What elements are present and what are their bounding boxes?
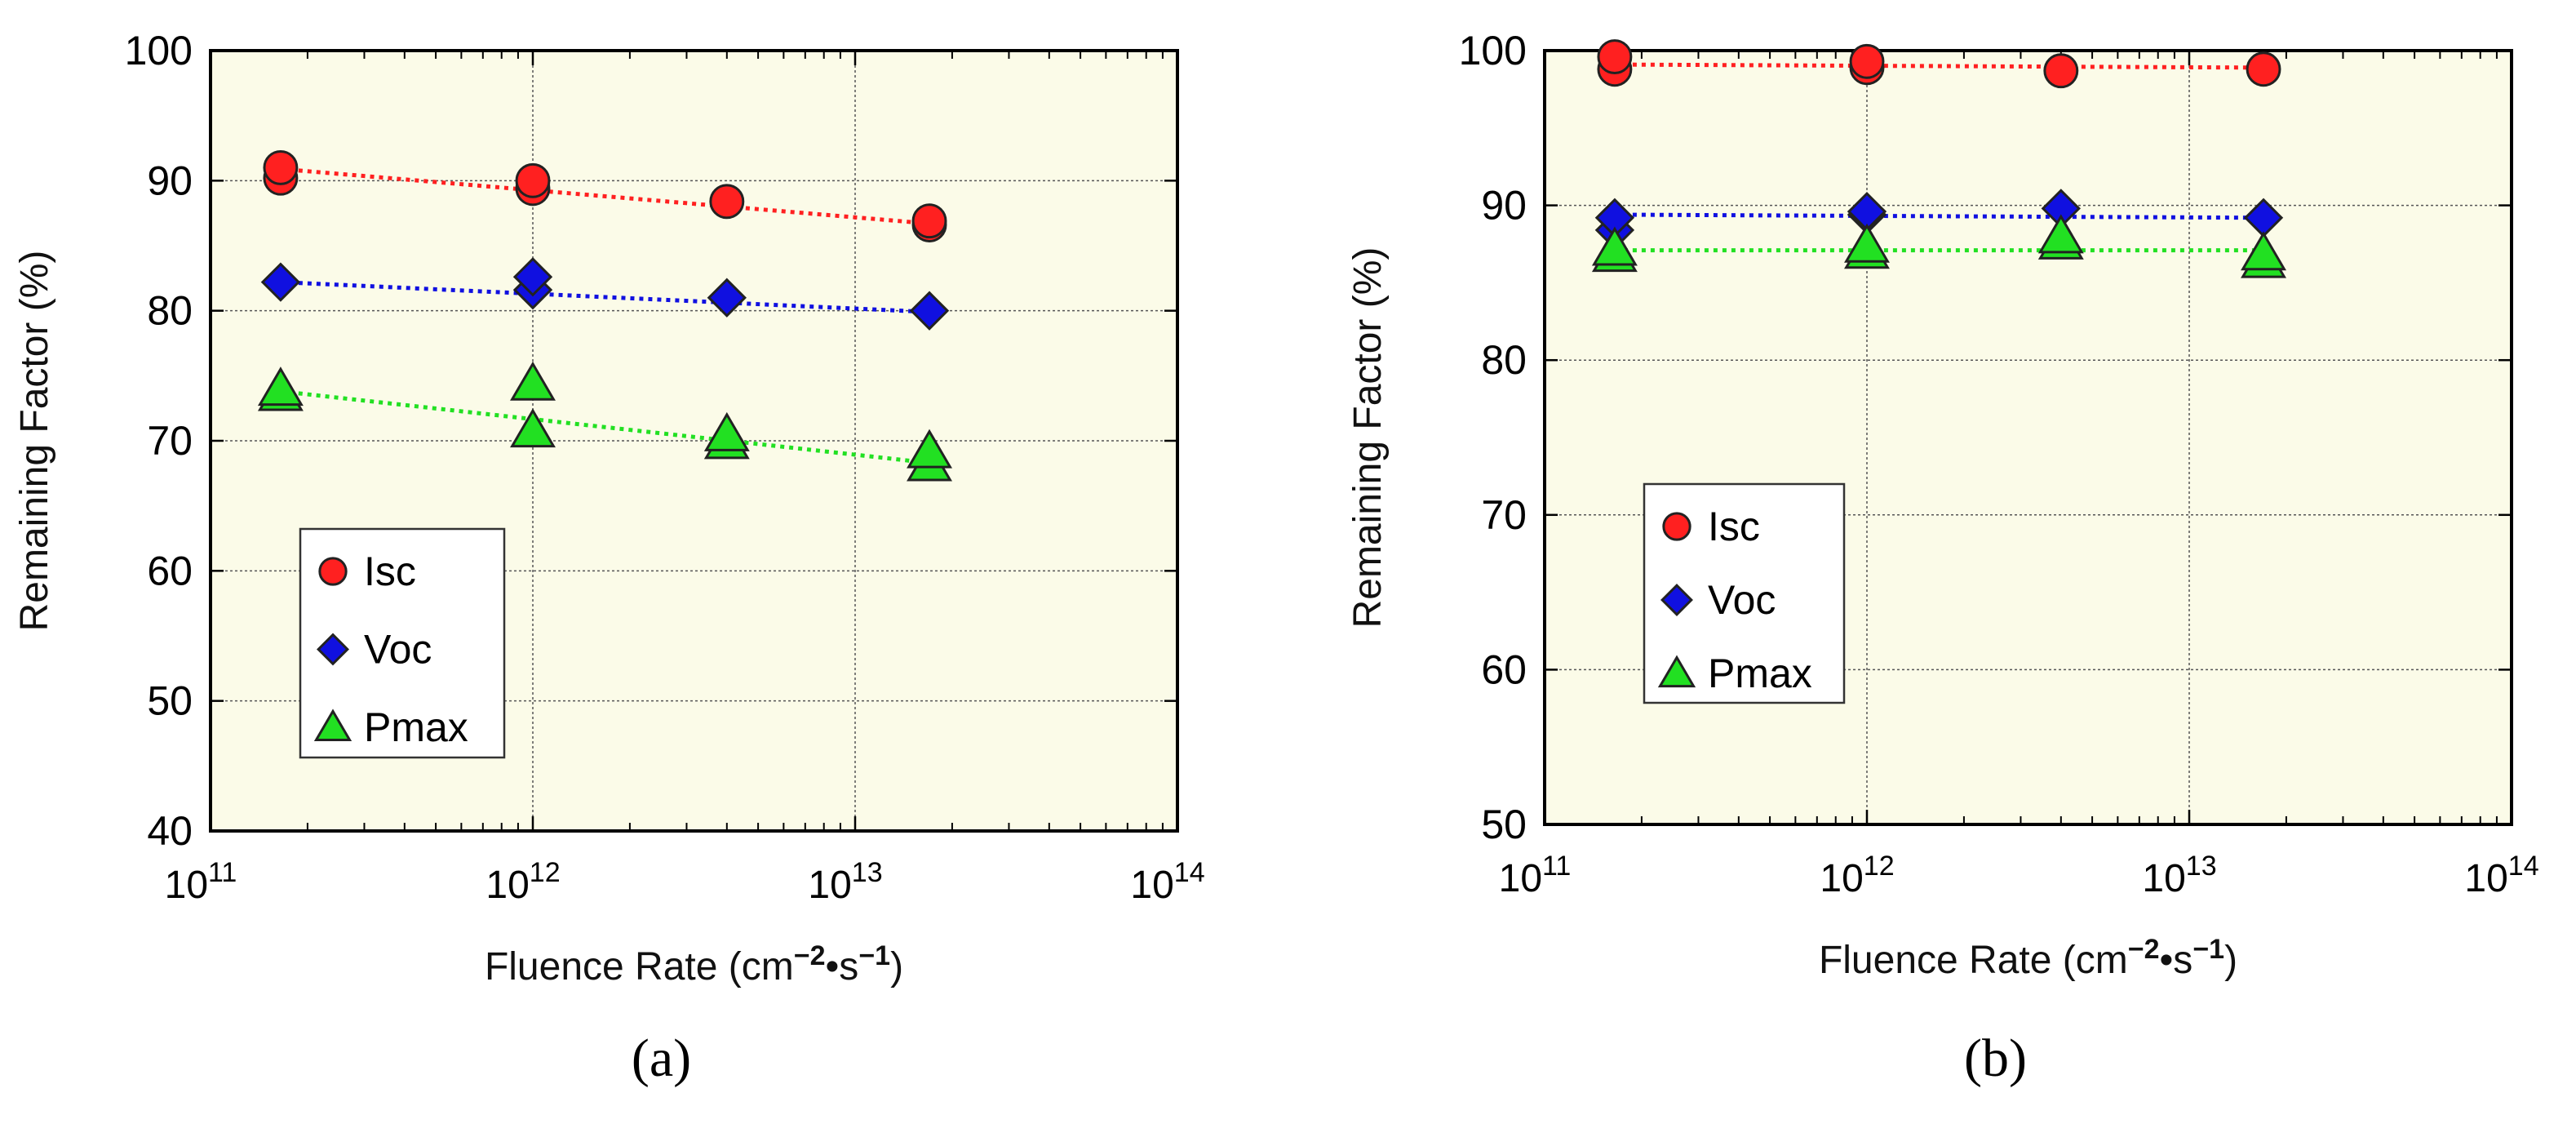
chart-panel-a: 40 50 60 70 80 90 100 1011 1012 1013 1014 Remaining… bbox=[13, 28, 1205, 1088]
data-point-pmax bbox=[907, 429, 952, 469]
data-point-pmax bbox=[1844, 223, 1890, 263]
y-tick-label: 90 bbox=[1481, 183, 1527, 229]
data-point-isc bbox=[2246, 51, 2281, 87]
plot-frame bbox=[209, 49, 1179, 833]
legend-label-voc: Voc bbox=[364, 626, 432, 672]
y-tick-label: 80 bbox=[1481, 337, 1527, 383]
trend-line-voc bbox=[1614, 212, 2264, 220]
legend-marker-isc bbox=[318, 557, 348, 586]
x-tick-label: 1011 bbox=[1499, 851, 1572, 900]
data-point-voc bbox=[707, 278, 747, 318]
legend-label-voc: Voc bbox=[1708, 577, 1776, 623]
trend-line-voc bbox=[280, 280, 930, 314]
data-point-isc bbox=[709, 184, 745, 220]
data-point-isc bbox=[2043, 53, 2079, 89]
x-tick-label: 1014 bbox=[2464, 851, 2538, 900]
y-tick-label: 50 bbox=[1481, 802, 1527, 847]
trend-line-isc bbox=[1614, 62, 2264, 70]
y-tick-label: 70 bbox=[1481, 492, 1527, 538]
y-tick-label: 60 bbox=[147, 548, 193, 593]
legend-marker-pmax bbox=[313, 709, 352, 742]
data-point-voc bbox=[909, 291, 950, 331]
plot-area bbox=[1545, 51, 2512, 824]
trend-line-isc bbox=[280, 167, 930, 226]
legend-label-isc: Isc bbox=[1708, 504, 1760, 549]
data-point-isc bbox=[911, 203, 947, 239]
y-tick-label: 70 bbox=[147, 418, 193, 464]
y-axis-label: Remaining Factor (%) bbox=[13, 251, 56, 632]
x-tick-label: 1013 bbox=[808, 857, 882, 907]
y-tick-label: 100 bbox=[1459, 28, 1527, 73]
y-tick-label: 80 bbox=[147, 288, 193, 334]
y-tick-label: 40 bbox=[147, 808, 193, 854]
x-axis-label: Fluence Rate (cm−2•s−1) bbox=[485, 940, 903, 988]
y-tick-label: 60 bbox=[1481, 646, 1527, 692]
x-tick-label: 1014 bbox=[1130, 857, 1204, 907]
data-point-pmax bbox=[257, 367, 304, 407]
data-point-pmax bbox=[510, 361, 556, 401]
legend-label-pmax: Pmax bbox=[1708, 651, 1812, 696]
legend-label-isc: Isc bbox=[364, 549, 416, 594]
x-axis-label: Fluence Rate (cm−2•s−1) bbox=[1819, 934, 2237, 982]
x-tick-label: 1011 bbox=[165, 857, 237, 907]
data-point-voc bbox=[512, 257, 553, 297]
chart-panel-b: 50 60 70 80 90 100 1011 1012 1013 1014 Remaining F… bbox=[1346, 28, 2539, 1088]
x-tick-label: 1013 bbox=[2142, 851, 2216, 900]
plot-frame bbox=[1543, 49, 2513, 826]
legend-marker-voc bbox=[317, 633, 349, 666]
data-point-pmax bbox=[1591, 226, 1638, 266]
data-point-isc bbox=[1849, 43, 1885, 79]
panel-label: (b) bbox=[1964, 1028, 2027, 1088]
data-point-pmax bbox=[510, 408, 556, 448]
panel-label: (a) bbox=[632, 1028, 691, 1088]
trend-line-pmax bbox=[280, 389, 930, 465]
data-point-pmax bbox=[2241, 231, 2286, 271]
x-tick-label: 1012 bbox=[1820, 851, 1894, 900]
y-tick-label: 100 bbox=[125, 28, 193, 73]
data-point-isc bbox=[515, 162, 551, 198]
y-tick-label: 50 bbox=[147, 678, 193, 724]
data-point-pmax bbox=[2037, 214, 2084, 254]
legend-marker-voc bbox=[1660, 584, 1693, 616]
legend-label-pmax: Pmax bbox=[364, 704, 468, 750]
data-point-isc bbox=[263, 149, 299, 185]
legend-marker-isc bbox=[1662, 512, 1691, 541]
x-tick-label: 1012 bbox=[485, 857, 560, 907]
legend-marker-pmax bbox=[1657, 655, 1696, 688]
data-point-voc bbox=[260, 262, 301, 302]
data-point-isc bbox=[1597, 39, 1633, 75]
y-tick-label: 90 bbox=[147, 158, 193, 203]
y-axis-label: Remaining Factor (%) bbox=[1346, 247, 1390, 629]
data-point-pmax bbox=[703, 411, 750, 451]
